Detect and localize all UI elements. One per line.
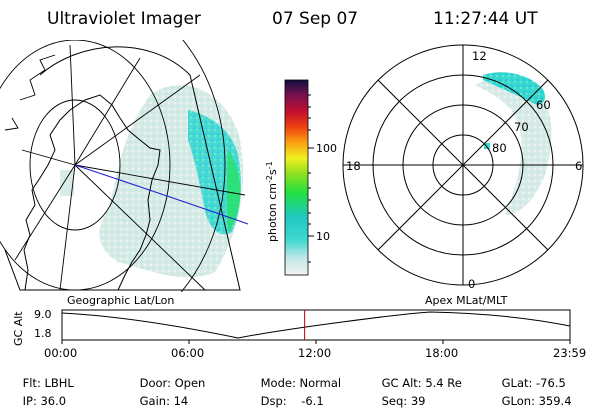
info-door-value: Open <box>174 375 206 390</box>
info-glat: GLat: -76.5 <box>487 366 566 401</box>
info-seq-value: 39 <box>410 393 426 408</box>
aurora-green-geo <box>226 150 241 232</box>
date-label: 07 Sep 07 <box>272 9 358 29</box>
info-flt-label: Flt: <box>22 375 41 390</box>
info-ip-value: 36.0 <box>40 393 67 408</box>
mlt-label-12: 12 <box>472 49 487 63</box>
polar-panel-label: Apex MLat/MLT <box>425 294 508 307</box>
uvi-display: 100 10 photon cm-2s-1 Ultraviolet Imager… <box>0 9 587 407</box>
info-glon-label: GLon: <box>501 393 535 408</box>
info-gcalt: GC Alt: 5.4 Re <box>367 366 462 401</box>
coastline <box>23 94 161 291</box>
colorbar-tick-100: 100 <box>316 142 337 155</box>
mlt-label-18: 18 <box>346 159 361 173</box>
info-door-label: Door: <box>139 375 171 390</box>
orbit-plot: GC Alt 9.0 1.8 00:00 06:00 12:00 18:00 2… <box>12 308 586 360</box>
aurora-left-patch <box>60 170 74 196</box>
altitude-curve <box>61 311 571 339</box>
info-dsp-label: Dsp: <box>260 393 287 408</box>
colorbar: 100 10 photon cm-2s-1 <box>265 79 337 276</box>
info-gain-label: Gain: <box>139 393 170 408</box>
info-dsp-value: -6.1 <box>290 393 324 408</box>
orbit-xtick-0000: 00:00 <box>44 346 77 360</box>
orbit-ytick-high: 9.0 <box>34 308 52 321</box>
info-gain: Gain: 14 <box>125 384 189 419</box>
geographic-panel-label: Geographic Lat/Lon <box>67 294 174 307</box>
colorbar-unit-label: photon cm-2s-1 <box>265 161 279 242</box>
mlt-label-0: 0 <box>468 277 475 291</box>
info-door: Door: Open <box>125 366 206 401</box>
uvi-graphics: 100 10 photon cm-2s-1 Ultraviolet Imager… <box>0 9 586 360</box>
info-ip: IP: 36.0 <box>8 384 66 419</box>
colorbar-tick-10: 10 <box>316 230 330 243</box>
orbit-axis-title: GC Alt <box>12 311 25 346</box>
info-glat-label: GLat: <box>501 375 533 390</box>
instrument-title: Ultraviolet Imager <box>47 9 201 29</box>
info-seq: Seq: 39 <box>367 384 426 419</box>
info-glat-value: -76.5 <box>536 375 566 390</box>
satellite-track <box>74 164 249 225</box>
geographic-map <box>0 40 249 292</box>
info-flt-value: LBHL <box>44 375 74 390</box>
orbit-ytick-low: 1.8 <box>34 327 52 340</box>
map-boundary <box>4 46 241 291</box>
info-gcalt-label: GC Alt: <box>381 375 422 390</box>
mlat-label-80: 80 <box>492 141 507 155</box>
info-glon: GLon: 359.4 <box>487 384 572 419</box>
mlat-label-70: 70 <box>514 120 529 134</box>
mlt-label-6: 6 <box>575 159 582 173</box>
info-gain-value: 14 <box>173 393 189 408</box>
orbit-xtick-2359: 23:59 <box>553 346 586 360</box>
aurora-bright-polar <box>483 72 546 105</box>
info-mode: Mode: Normal <box>246 366 341 401</box>
mlat-label-60: 60 <box>536 98 551 112</box>
aurora-faint-polar <box>475 77 552 216</box>
orbit-xtick-0600: 06:00 <box>171 346 204 360</box>
orbit-xtick-1200: 12:00 <box>298 346 331 360</box>
polar-plot <box>342 44 584 286</box>
orbit-xtick-1800: 18:00 <box>425 346 458 360</box>
info-mode-value: Normal <box>299 375 342 390</box>
info-dsp: Dsp: -6.1 <box>246 384 324 419</box>
info-seq-label: Seq: <box>381 393 408 408</box>
info-gcalt-value: 5.4 Re <box>425 375 462 390</box>
info-mode-label: Mode: <box>260 375 296 390</box>
info-flt: Flt: LBHL <box>8 366 74 401</box>
time-label: 11:27:44 UT <box>433 9 538 29</box>
info-ip-label: IP: <box>22 393 37 408</box>
info-glon-value: 359.4 <box>538 393 572 408</box>
